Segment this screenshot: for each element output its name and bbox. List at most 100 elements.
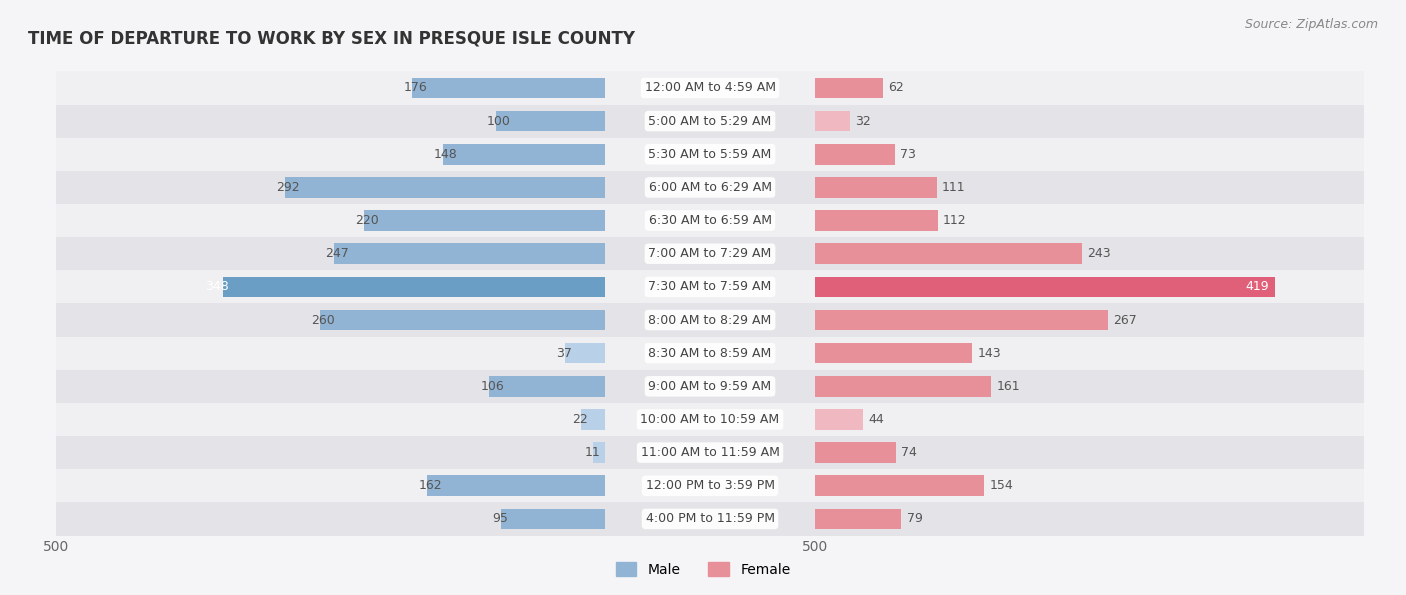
Bar xyxy=(0,171,1406,204)
Text: 154: 154 xyxy=(990,480,1014,492)
Bar xyxy=(0,469,1406,502)
Bar xyxy=(814,343,972,364)
Bar xyxy=(0,369,1406,403)
Legend: Male, Female: Male, Female xyxy=(610,556,796,582)
Text: 9:00 AM to 9:59 AM: 9:00 AM to 9:59 AM xyxy=(648,380,772,393)
Bar xyxy=(814,243,1081,264)
Text: 419: 419 xyxy=(1246,280,1270,293)
Bar xyxy=(427,475,606,496)
Bar xyxy=(0,403,1406,436)
Bar xyxy=(593,442,606,463)
Bar xyxy=(0,71,1406,105)
Bar xyxy=(0,303,1406,337)
Text: 79: 79 xyxy=(907,512,922,525)
Bar xyxy=(814,442,896,463)
Text: 8:00 AM to 8:29 AM: 8:00 AM to 8:29 AM xyxy=(648,314,772,327)
Text: 62: 62 xyxy=(889,82,904,95)
Text: 267: 267 xyxy=(1114,314,1137,327)
Bar xyxy=(0,237,1406,270)
Text: 11: 11 xyxy=(585,446,600,459)
Bar xyxy=(565,343,606,364)
Bar xyxy=(0,270,1406,303)
Text: 8:30 AM to 8:59 AM: 8:30 AM to 8:59 AM xyxy=(648,347,772,359)
Bar xyxy=(814,409,863,430)
Bar xyxy=(814,78,883,98)
Text: 4:00 PM to 11:59 PM: 4:00 PM to 11:59 PM xyxy=(645,512,775,525)
Text: 5:30 AM to 5:59 AM: 5:30 AM to 5:59 AM xyxy=(648,148,772,161)
Text: 22: 22 xyxy=(572,413,588,426)
Bar xyxy=(0,71,1406,105)
Bar xyxy=(0,137,1406,171)
Bar xyxy=(501,509,606,529)
Bar xyxy=(0,105,1406,137)
Text: 100: 100 xyxy=(486,115,510,127)
Bar xyxy=(0,369,1406,403)
Text: 161: 161 xyxy=(997,380,1021,393)
Text: 243: 243 xyxy=(1087,248,1111,260)
Bar xyxy=(0,436,1406,469)
Bar xyxy=(0,469,1406,502)
Bar xyxy=(0,303,1406,337)
Text: 95: 95 xyxy=(492,512,508,525)
Text: 148: 148 xyxy=(434,148,458,161)
Bar xyxy=(0,137,1406,171)
Text: 12:00 AM to 4:59 AM: 12:00 AM to 4:59 AM xyxy=(644,82,776,95)
Bar xyxy=(814,310,1108,330)
Bar xyxy=(0,71,1406,105)
Text: 32: 32 xyxy=(855,115,872,127)
Bar xyxy=(0,204,1406,237)
Bar xyxy=(319,310,606,330)
Bar xyxy=(0,469,1406,502)
Text: 7:30 AM to 7:59 AM: 7:30 AM to 7:59 AM xyxy=(648,280,772,293)
Bar xyxy=(0,270,1406,303)
Bar xyxy=(814,376,991,397)
Bar xyxy=(0,502,1406,536)
Bar xyxy=(814,144,894,165)
Text: 74: 74 xyxy=(901,446,917,459)
Bar xyxy=(0,171,1406,204)
Text: Source: ZipAtlas.com: Source: ZipAtlas.com xyxy=(1244,18,1378,31)
Text: 44: 44 xyxy=(869,413,884,426)
Text: 106: 106 xyxy=(481,380,503,393)
Bar xyxy=(0,502,1406,536)
Bar xyxy=(814,210,938,231)
Bar xyxy=(814,475,984,496)
Text: 6:30 AM to 6:59 AM: 6:30 AM to 6:59 AM xyxy=(648,214,772,227)
Bar xyxy=(814,277,1275,297)
Bar xyxy=(489,376,606,397)
Bar xyxy=(0,337,1406,369)
Bar xyxy=(0,204,1406,237)
Text: 292: 292 xyxy=(276,181,299,194)
Bar xyxy=(495,111,606,131)
Bar xyxy=(0,337,1406,369)
Bar xyxy=(0,270,1406,303)
Bar xyxy=(0,303,1406,337)
Text: 7:00 AM to 7:29 AM: 7:00 AM to 7:29 AM xyxy=(648,248,772,260)
Bar xyxy=(0,403,1406,436)
Text: 260: 260 xyxy=(311,314,335,327)
Bar xyxy=(581,409,606,430)
Bar xyxy=(0,204,1406,237)
Text: 10:00 AM to 10:59 AM: 10:00 AM to 10:59 AM xyxy=(641,413,779,426)
Bar xyxy=(412,78,606,98)
Text: 176: 176 xyxy=(404,82,427,95)
Text: 348: 348 xyxy=(205,280,229,293)
Bar xyxy=(0,237,1406,270)
Text: TIME OF DEPARTURE TO WORK BY SEX IN PRESQUE ISLE COUNTY: TIME OF DEPARTURE TO WORK BY SEX IN PRES… xyxy=(28,30,636,48)
Bar xyxy=(0,237,1406,270)
Bar xyxy=(0,171,1406,204)
Text: 143: 143 xyxy=(977,347,1001,359)
Text: 12:00 PM to 3:59 PM: 12:00 PM to 3:59 PM xyxy=(645,480,775,492)
Bar xyxy=(0,369,1406,403)
Text: 6:00 AM to 6:29 AM: 6:00 AM to 6:29 AM xyxy=(648,181,772,194)
Bar xyxy=(0,105,1406,137)
Bar xyxy=(0,502,1406,536)
Bar xyxy=(0,403,1406,436)
Bar xyxy=(443,144,606,165)
Text: 37: 37 xyxy=(555,347,572,359)
Bar xyxy=(0,337,1406,369)
Text: 162: 162 xyxy=(419,480,443,492)
Bar xyxy=(335,243,606,264)
Bar xyxy=(814,111,849,131)
Text: 220: 220 xyxy=(354,214,378,227)
